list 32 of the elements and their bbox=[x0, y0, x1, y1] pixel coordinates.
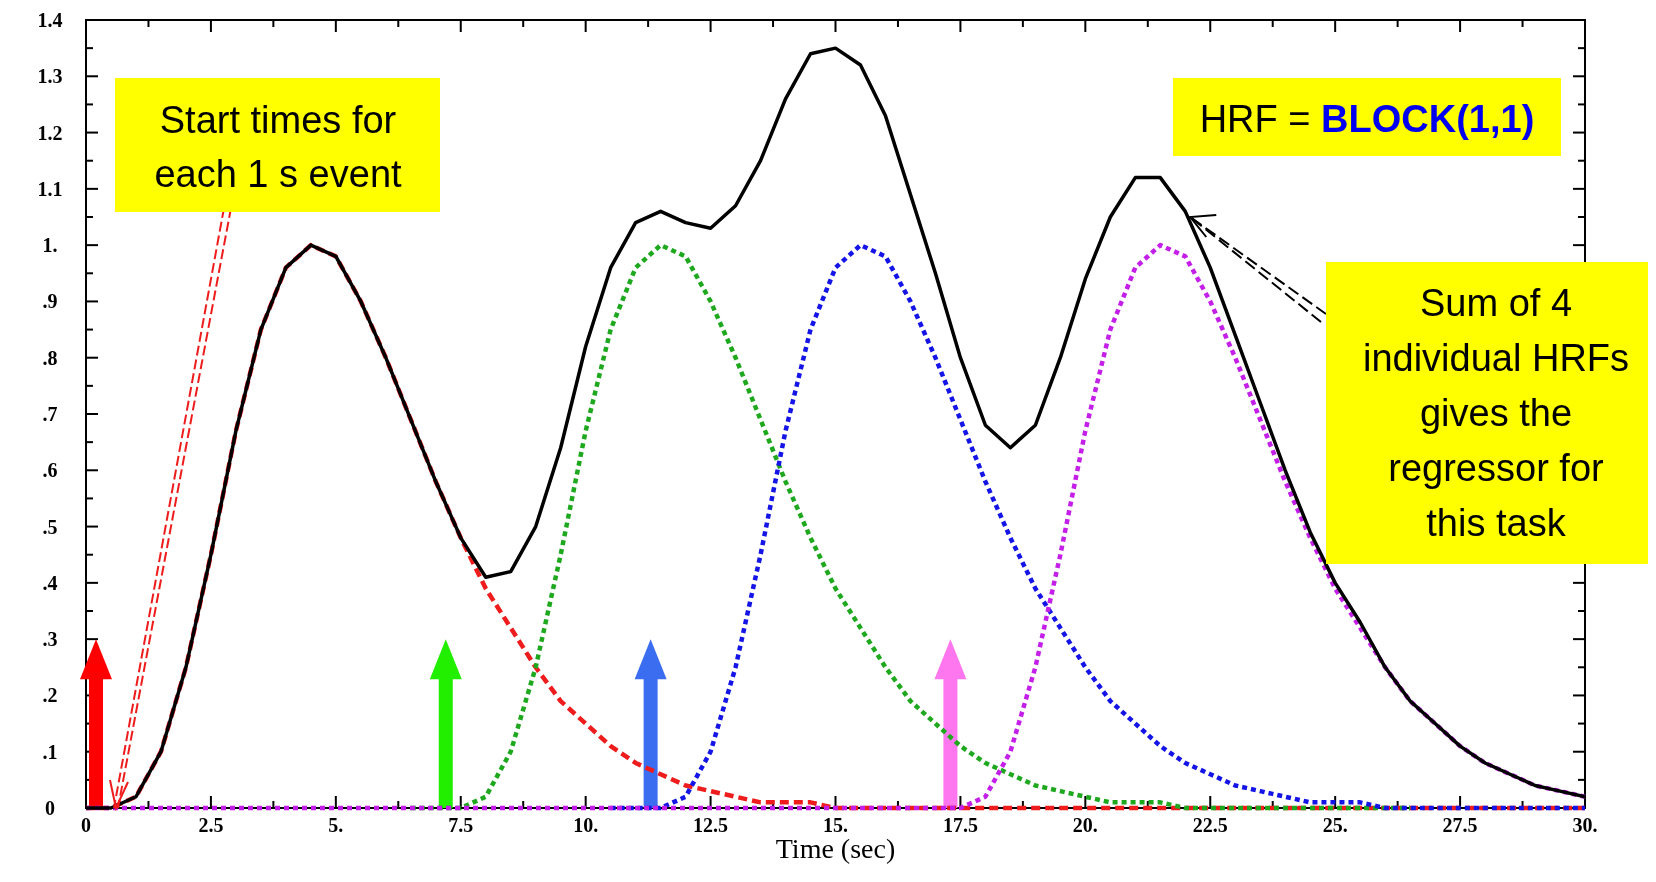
annotation: HRF = BLOCK(1,1) bbox=[1199, 98, 1535, 140]
x-tick-label: 15. bbox=[823, 814, 848, 836]
x-tick-label: 12.5 bbox=[693, 814, 729, 836]
x-tick-label: 20. bbox=[1072, 814, 1098, 836]
x-tick-label: 30. bbox=[1572, 814, 1598, 836]
y-tick-label: .5 bbox=[42, 515, 58, 538]
x-tick-label: 2.5 bbox=[198, 814, 224, 836]
x-tick-label: 25. bbox=[1322, 814, 1348, 836]
y-tick-label: 1.4 bbox=[37, 9, 63, 31]
y-tick-label: .4 bbox=[42, 571, 58, 594]
annotation: Start times for each 1 s event bbox=[154, 99, 403, 195]
x-tick-label: 0 bbox=[81, 814, 91, 836]
x-tick-label: 27.5 bbox=[1442, 814, 1478, 836]
y-tick-label: 1.1 bbox=[37, 177, 63, 200]
x-tick-label: 22.5 bbox=[1192, 814, 1228, 836]
y-tick-label: 1.2 bbox=[37, 121, 63, 144]
x-tick-label: 10. bbox=[573, 814, 599, 836]
y-tick-label: .3 bbox=[42, 628, 58, 651]
x-tick-label: 17.5 bbox=[942, 814, 978, 836]
y-tick-label: .9 bbox=[42, 290, 58, 313]
x-tick-label: 5. bbox=[328, 814, 344, 836]
y-tick-label: 1. bbox=[42, 234, 58, 257]
y-tick-label: .8 bbox=[42, 346, 58, 369]
y-tick-label: .2 bbox=[42, 684, 58, 707]
y-tick-label: .7 bbox=[42, 403, 58, 425]
x-axis-title: Time (sec) bbox=[775, 833, 896, 864]
y-tick-label: .6 bbox=[42, 459, 58, 482]
x-tick-label: 7.5 bbox=[448, 814, 474, 836]
y-tick-label: 0 bbox=[45, 797, 55, 819]
y-tick-label: .1 bbox=[42, 740, 58, 763]
y-tick-label: 1.3 bbox=[37, 65, 63, 88]
annotation: Sum of 4 individual HRFs gives the regressor for this task bbox=[1362, 282, 1630, 544]
